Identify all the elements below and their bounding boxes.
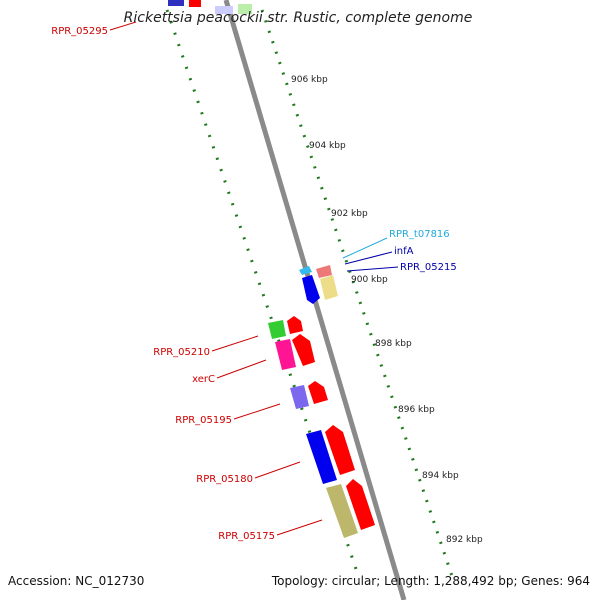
tick-label-898: 898 kbp (375, 339, 412, 349)
tick-label-894: 894 kbp (422, 471, 459, 481)
gene-label-infa: infA (394, 246, 414, 257)
leader-infa (344, 251, 393, 265)
map-title: Rickettsia peacockii str. Rustic, comple… (124, 10, 473, 26)
gene-label-rpr-05210: RPR_05210 (153, 347, 210, 358)
gene-label-rpr-05175: RPR_05175 (218, 531, 275, 542)
gene-label-rpr-05295: RPR_05295 (51, 26, 108, 37)
gene-feature-red-1 (287, 316, 303, 334)
gene-feature-red-5 (346, 479, 375, 530)
gene-label-rpr-05195: RPR_05195 (175, 415, 232, 426)
leader-rpr-05295 (109, 21, 137, 31)
tick-label-902: 902 kbp (331, 209, 368, 219)
gene-feature-purple (290, 385, 309, 409)
top-partial-features (168, 0, 252, 14)
gene-feature-salmon (316, 265, 332, 278)
partial-feature-lavender (215, 6, 233, 14)
gene-feature-blue (306, 430, 337, 484)
gene-feature-red-2 (292, 334, 315, 366)
leader-rpr-05210 (211, 335, 259, 352)
genome-summary-text: Topology: circular; Length: 1,288,492 bp… (271, 574, 590, 588)
gene-label-rpr-05215: RPR_05215 (400, 262, 457, 273)
gene-feature-magenta (275, 339, 296, 370)
gene-feature-cyan (299, 266, 312, 275)
leader-rpr-t07816 (342, 237, 388, 259)
gene-feature-khaki (326, 484, 358, 538)
tick-label-896: 896 kbp (398, 405, 435, 415)
gene-feature-green (268, 320, 286, 339)
leader-rpr-05175 (276, 519, 323, 536)
partial-feature-green (238, 4, 252, 14)
leader-xerc (216, 359, 267, 379)
tick-label-892: 892 kbp (446, 535, 483, 545)
tick-label-904: 904 kbp (309, 141, 346, 151)
gene-label-rpr-t07816: RPR_t07816 (389, 229, 450, 240)
gene-feature-red-3 (308, 381, 328, 404)
tick-label-900: 900 kbp (351, 275, 388, 285)
leader-rpr-05195 (233, 403, 281, 420)
tick-label-906: 906 kbp (291, 75, 328, 85)
gene-feature-red-4 (325, 425, 355, 475)
partial-feature-purple (168, 0, 184, 6)
outer-tick-track (260, 9, 456, 583)
leader-rpr-05180 (254, 461, 301, 479)
leader-rpr-05215 (346, 266, 399, 272)
gene-label-rpr-05180: RPR_05180 (196, 474, 253, 485)
partial-feature-red (189, 0, 201, 7)
gene-feature-blue-small (302, 275, 320, 304)
gene-feature-yellow (320, 275, 338, 300)
accession-text: Accession: NC_012730 (8, 574, 144, 588)
gene-label-xerc: xerC (192, 374, 215, 385)
